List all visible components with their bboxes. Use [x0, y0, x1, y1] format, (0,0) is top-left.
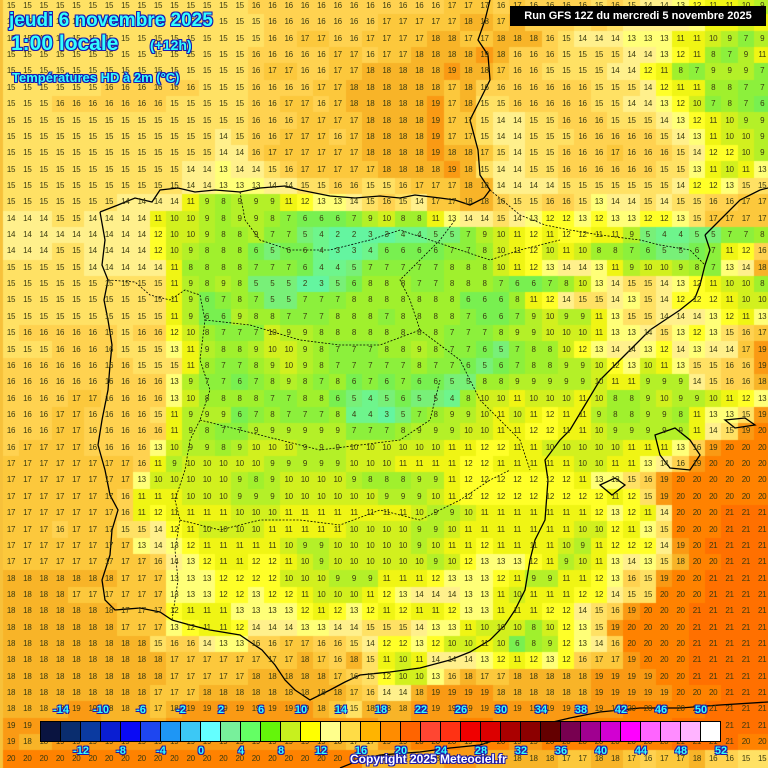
legend-tick-label: -14: [53, 704, 69, 716]
france-med-coast: [704, 187, 768, 236]
legend-tick-label: 44: [635, 745, 647, 757]
legend-swatch: [681, 722, 701, 741]
legend-swatch: [501, 722, 521, 741]
color-legend: [40, 721, 721, 742]
region-border-1: [204, 319, 531, 471]
legend-tick-label: 38: [575, 704, 587, 716]
legend-swatch: [441, 722, 461, 741]
legend-swatch: [401, 722, 421, 741]
legend-swatch: [421, 722, 441, 741]
legend-swatch: [281, 722, 301, 741]
legend-tick-label: -8: [116, 745, 126, 757]
legend-swatch: [121, 722, 141, 741]
legend-tick-label: -6: [136, 704, 146, 716]
legend-swatch: [41, 722, 61, 741]
legend-swatch: [541, 722, 561, 741]
legend-tick-label: 42: [615, 704, 627, 716]
legend-swatch: [221, 722, 241, 741]
legend-swatch: [661, 722, 681, 741]
legend-tick-label: 32: [515, 745, 527, 757]
region-border-2: [199, 379, 441, 451]
model-run-label: Run GFS 12Z du mercredi 5 novembre 2025: [510, 6, 766, 26]
variable-title: Températures HD à 2m (°C): [12, 70, 180, 85]
mallorca-island: [654, 427, 701, 471]
portugal-border: [107, 279, 211, 621]
legend-swatch: [461, 722, 481, 741]
forecast-time: 1:00 locale: [11, 32, 118, 56]
legend-tick-label: 46: [655, 704, 667, 716]
menorca-island: [723, 417, 757, 429]
legend-swatch: [581, 722, 601, 741]
legend-tick-label: -10: [93, 704, 109, 716]
legend-tick-label: 12: [315, 745, 327, 757]
legend-tick-label: 36: [555, 745, 567, 757]
legend-tick-label: 48: [675, 745, 687, 757]
legend-tick-label: 50: [695, 704, 707, 716]
region-border-5: [399, 219, 456, 331]
legend-swatch: [381, 722, 401, 741]
legend-swatch: [561, 722, 581, 741]
legend-swatch: [341, 722, 361, 741]
pyrenees-border: [489, 189, 706, 266]
legend-swatch: [641, 722, 661, 741]
legend-tick-label: 22: [415, 704, 427, 716]
legend-tick-label: 2: [218, 704, 224, 716]
legend-tick-label: 16: [355, 745, 367, 757]
legend-swatch: [201, 722, 221, 741]
legend-tick-label: 28: [475, 745, 487, 757]
legend-tick-label: 40: [595, 745, 607, 757]
legend-tick-label: 10: [295, 704, 307, 716]
legend-tick-label: 20: [395, 745, 407, 757]
forecast-offset: (+12h): [150, 37, 192, 53]
legend-swatch: [101, 722, 121, 741]
legend-swatch: [361, 722, 381, 741]
legend-tick-label: 6: [258, 704, 264, 716]
legend-tick-label: 14: [335, 704, 347, 716]
legend-swatch: [701, 722, 720, 741]
legend-tick-label: 52: [715, 745, 727, 757]
legend-swatch: [601, 722, 621, 741]
legend-swatch: [521, 722, 541, 741]
legend-swatch: [241, 722, 261, 741]
legend-tick-label: 18: [375, 704, 387, 716]
legend-swatch: [621, 722, 641, 741]
legend-tick-label: -4: [156, 745, 166, 757]
legend-swatch: [141, 722, 161, 741]
west-coast: [97, 211, 173, 621]
region-border-4: [239, 191, 561, 261]
legend-swatch: [161, 722, 181, 741]
legend-swatch: [321, 722, 341, 741]
legend-tick-label: 4: [238, 745, 244, 757]
legend-swatch: [261, 722, 281, 741]
region-border-3: [179, 469, 511, 531]
forecast-date: jeudi 6 novembre 2025: [9, 10, 213, 32]
copyright-text: Copyright 2025 Meteociel.fr: [350, 752, 507, 766]
legend-swatch: [301, 722, 321, 741]
legend-tick-label: 24: [435, 745, 447, 757]
legend-tick-label: -2: [176, 704, 186, 716]
legend-swatch: [61, 722, 81, 741]
legend-swatch: [81, 722, 101, 741]
legend-tick-label: 34: [535, 704, 547, 716]
legend-swatch: [181, 722, 201, 741]
legend-swatch: [481, 722, 501, 741]
legend-tick-label: 0: [198, 745, 204, 757]
north-coast: [99, 0, 491, 213]
legend-tick-label: 26: [455, 704, 467, 716]
legend-tick-label: -12: [73, 745, 89, 757]
legend-tick-label: 30: [495, 704, 507, 716]
ibiza-island: [598, 477, 627, 496]
legend-tick-label: 8: [278, 745, 284, 757]
south-east-coast: [171, 234, 711, 701]
